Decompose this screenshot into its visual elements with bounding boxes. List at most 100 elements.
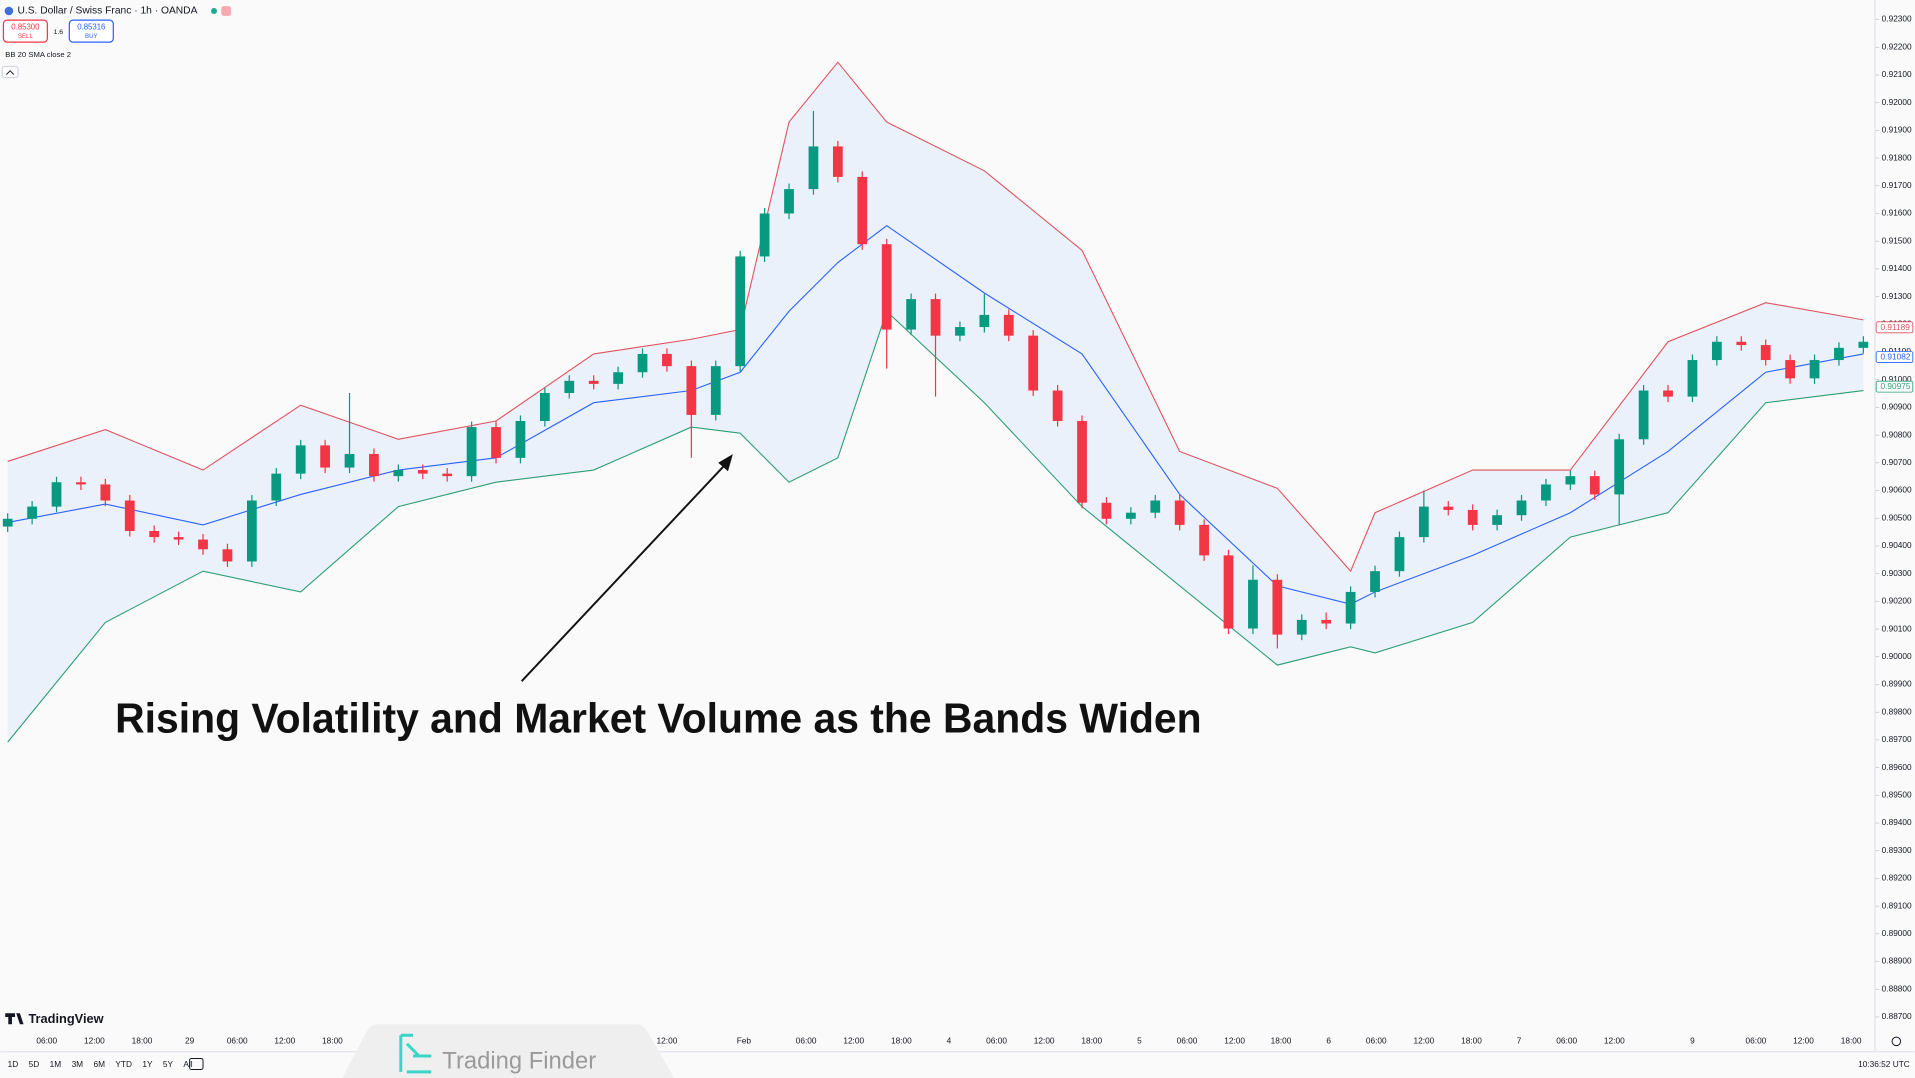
candle-body — [1003, 314, 1014, 336]
flag-icon — [4, 6, 14, 16]
annotation: Rising Volatility and Market Volume as t… — [115, 694, 1202, 741]
collapse-button[interactable] — [1, 65, 19, 79]
x-tick-label: 06:00 — [796, 1036, 817, 1046]
candle-body — [1296, 619, 1307, 635]
candle-body — [857, 176, 868, 245]
range-bar: 1D 5D 1M 3M 6M YTD 1Y 5Y All — [8, 1059, 193, 1069]
x-tick-label: 18:00 — [1081, 1036, 1102, 1046]
candle-body — [832, 146, 843, 177]
y-tick-label: 0.90000 — [1882, 651, 1912, 661]
y-tick-label: 0.90400 — [1882, 540, 1912, 550]
status-dot — [210, 7, 218, 15]
sell-button[interactable]: 0.85300 SELL — [2, 19, 48, 43]
x-tick-label: 06:00 — [1366, 1036, 1387, 1046]
x-tick-label: 5 — [1137, 1036, 1142, 1046]
candle-body — [1663, 390, 1673, 397]
spread: 1.6 — [54, 29, 64, 36]
candle-body — [1858, 341, 1869, 348]
price-badge-label: 0.91082 — [1880, 352, 1910, 362]
x-tick-label: 06:00 — [1746, 1036, 1767, 1046]
y-tick-label: 0.91900 — [1882, 125, 1912, 135]
y-tick-label: 0.89800 — [1882, 706, 1912, 716]
range-button[interactable]: 5D — [29, 1059, 40, 1069]
range-button[interactable]: 6M — [93, 1059, 105, 1069]
range-button[interactable]: 5Y — [163, 1059, 174, 1069]
candle-body — [1223, 555, 1234, 629]
y-tick-label: 0.88700 — [1882, 1011, 1912, 1021]
y-tick-label: 0.89100 — [1882, 900, 1912, 910]
range-button[interactable]: 1Y — [142, 1059, 153, 1069]
candle-body — [1248, 579, 1258, 629]
y-tick-label: 0.89500 — [1882, 789, 1912, 799]
buy-price[interactable]: 0.85316 — [77, 23, 105, 32]
x-tick-label: 12:00 — [843, 1036, 864, 1046]
candle-body — [930, 299, 941, 336]
candle-body — [710, 366, 721, 415]
candle-body — [124, 500, 135, 531]
candle-body — [149, 530, 160, 538]
candle-body — [1834, 347, 1844, 361]
candle-body — [1272, 579, 1283, 635]
candle-body — [1345, 591, 1356, 624]
candle-body — [344, 453, 355, 468]
price-badge — [1875, 321, 1914, 334]
x-tick-label: 18:00 — [1461, 1036, 1482, 1046]
candle-body — [1077, 420, 1087, 503]
range-button[interactable]: 3M — [72, 1059, 84, 1069]
x-tick-label: 4 — [947, 1036, 952, 1046]
candle-body — [1028, 335, 1039, 391]
watermark: Trading Finder — [442, 1047, 596, 1074]
sell-price[interactable]: 0.85300 — [11, 23, 40, 32]
y-tick-label: 0.90300 — [1882, 568, 1912, 578]
candle-body — [881, 244, 892, 330]
range-button[interactable]: YTD — [115, 1059, 132, 1069]
x-tick-label: 18:00 — [891, 1036, 912, 1046]
candle-body — [417, 470, 428, 474]
candle-body — [686, 366, 697, 415]
candle-body — [515, 420, 526, 458]
y-tick-label: 0.88800 — [1882, 983, 1912, 993]
range-button[interactable]: All — [183, 1059, 192, 1069]
range-button[interactable]: 1M — [50, 1059, 62, 1069]
buy-box[interactable] — [68, 19, 114, 43]
annotation-arrow — [520, 458, 732, 682]
candle-body — [1418, 506, 1429, 538]
x-tick-label: 12:00 — [1604, 1036, 1625, 1046]
sell-box[interactable] — [2, 19, 48, 43]
buy-label[interactable]: BUY — [85, 33, 98, 40]
candle-body — [466, 427, 477, 477]
y-tick-label: 0.92300 — [1882, 14, 1912, 24]
y-tick-label: 0.89900 — [1882, 679, 1912, 689]
candle-body — [1541, 484, 1551, 501]
y-tick-label: 0.89000 — [1882, 928, 1912, 938]
x-tick-label: 12:00 — [1034, 1036, 1055, 1046]
range-button[interactable]: 1D — [8, 1059, 19, 1069]
candle-body — [222, 549, 233, 562]
candle-body — [271, 473, 282, 501]
candle-body — [320, 445, 330, 468]
watermark-box — [342, 1024, 675, 1078]
y-tick-label: 0.89200 — [1882, 873, 1912, 883]
x-tick-label: 12:00 — [657, 1036, 678, 1046]
x-tick-label: 7 — [1517, 1036, 1522, 1046]
price-badge-label: 0.90975 — [1880, 381, 1910, 391]
y-tick-label: 0.90900 — [1882, 402, 1912, 412]
candle-body — [51, 482, 62, 507]
candle-body — [2, 518, 13, 527]
buy-button[interactable]: 0.85316 BUY — [68, 19, 114, 43]
candle-body — [1785, 360, 1795, 379]
sell-label[interactable]: SELL — [18, 33, 34, 40]
candle-body — [1370, 571, 1380, 592]
candle-body — [295, 445, 306, 474]
x-tick-label: 12:00 — [274, 1036, 295, 1046]
candle-body — [1150, 500, 1161, 513]
candle-body — [1687, 360, 1698, 397]
x-tick-label: Feb — [737, 1036, 752, 1046]
watermark-icon — [399, 1033, 432, 1074]
x-tick-label: 18:00 — [322, 1036, 343, 1046]
y-tick-label: 0.90600 — [1882, 485, 1912, 495]
compare-icon[interactable] — [189, 1057, 204, 1070]
settings-icon[interactable] — [1891, 1036, 1902, 1047]
candle-body — [1614, 439, 1625, 495]
